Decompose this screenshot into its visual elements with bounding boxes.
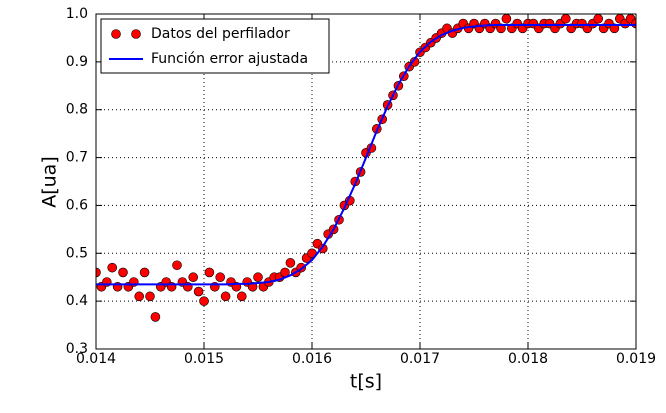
y-tick-label: 0.6 [66, 197, 88, 213]
x-tick-label: 0.019 [616, 351, 656, 367]
data-point [204, 267, 215, 278]
legend-label: Datos del perfilador [151, 26, 290, 42]
y-tick-label: 1.0 [66, 6, 88, 22]
plot-frame [95, 13, 637, 350]
data-point [193, 286, 204, 297]
data-point [118, 267, 128, 278]
x-tick-label: 0.015 [184, 351, 224, 367]
y-tick-label: 0.7 [66, 150, 88, 166]
x-axis-label: t[s] [350, 371, 382, 393]
data-point [96, 267, 101, 278]
x-tick-label: 0.016 [292, 351, 332, 367]
fit-line [96, 24, 636, 286]
data-point [253, 272, 263, 283]
data-point [220, 291, 231, 302]
data-point [501, 14, 512, 24]
x-tick-label: 0.014 [76, 351, 116, 367]
data-point [172, 260, 182, 271]
x-tick-label: 0.018 [508, 351, 548, 367]
y-tick-label: 0.5 [66, 245, 88, 261]
y-axis-label: A[ua] [39, 156, 61, 208]
y-tick-label: 0.9 [66, 54, 88, 70]
data-point [496, 23, 506, 34]
legend-label: Función error ajustada [151, 51, 308, 67]
legend-marker [131, 29, 141, 39]
data-point [188, 272, 198, 283]
data-point [145, 291, 155, 302]
data-point [199, 296, 209, 306]
data-point [107, 262, 117, 273]
y-tick-label: 0.8 [66, 102, 88, 118]
data-point [150, 312, 161, 322]
y-tick-label: 0.3 [66, 341, 88, 357]
plot-area [96, 14, 636, 322]
data-point [134, 291, 144, 302]
data-point [237, 291, 247, 302]
x-tick-label: 0.017 [400, 351, 440, 367]
data-point [139, 267, 150, 278]
legend-box [100, 18, 330, 74]
data-point [561, 14, 571, 24]
data-point [609, 23, 620, 34]
y-tick-label: 0.4 [66, 293, 88, 309]
data-point [215, 272, 225, 283]
legend-marker [111, 29, 121, 39]
data-point [593, 14, 603, 24]
data-point [285, 258, 296, 268]
